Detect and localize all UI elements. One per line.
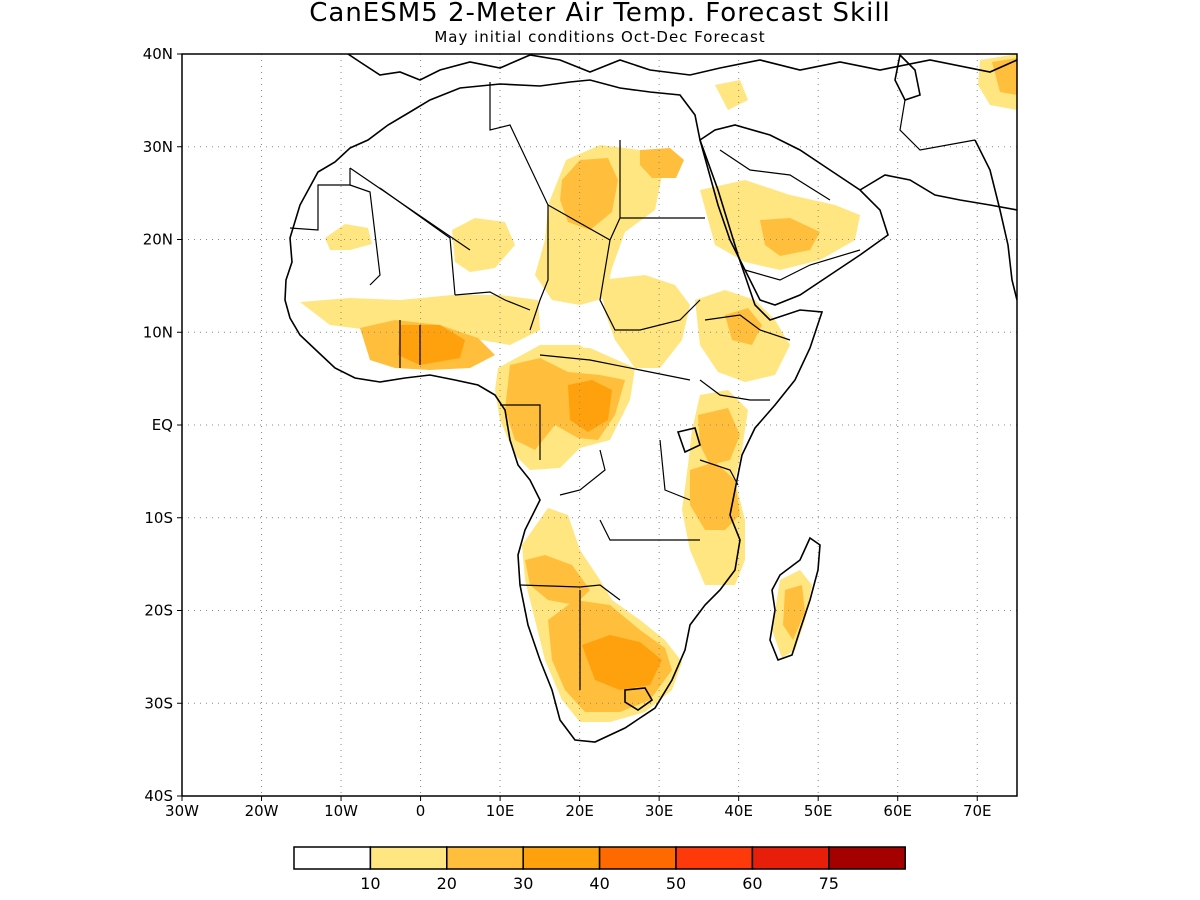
lon-tick-label: 60E: [883, 802, 912, 820]
coastlines: [284, 54, 1017, 743]
colorbar-swatch: [751, 846, 830, 870]
arabia-coastline: [699, 124, 889, 306]
europe-coastline: [346, 54, 1017, 81]
colorbar-swatch: [675, 846, 754, 870]
skill-region-tanzania: [690, 462, 740, 530]
colorbar-label: 10: [360, 874, 380, 893]
colorbar-label: 40: [589, 874, 609, 893]
skill-region-madagascar-core: [783, 585, 805, 640]
chart-title: CanESM5 2-Meter Air Temp. Forecast Skill: [309, 0, 891, 28]
skill-region-arabia-core: [760, 218, 820, 256]
lon-tick-label: 30W: [165, 802, 199, 820]
africa-coastline: [284, 79, 824, 743]
skill-region-sahara-core: [560, 158, 618, 230]
lat-tick-label: 40S: [144, 787, 173, 805]
lat-tick-label: 10S: [144, 509, 173, 527]
colorbar: 10 20 30 40 50 60 75: [293, 846, 906, 893]
axes: 30W 20W 10W 0 10E 20E 30E 40E 50E 60E 70E 40N 30N 20N…: [143, 45, 992, 820]
colorbar-label: 20: [437, 874, 457, 893]
lesotho: [624, 687, 654, 711]
skill-region-east-core: [698, 408, 740, 465]
skill-region-nigeria: [398, 325, 465, 365]
colorbar-swatch: [522, 846, 601, 870]
skill-region-egypt: [640, 148, 684, 178]
lat-tick-label: 20N: [143, 231, 173, 249]
skill-region-south-africa-core: [582, 635, 662, 690]
lon-tick-label: 10E: [486, 802, 515, 820]
colorbar-label: 75: [819, 874, 839, 893]
lon-tick-label: 10W: [324, 802, 358, 820]
lat-tick-label: 30S: [144, 694, 173, 712]
lat-tick-label: 10N: [143, 323, 173, 341]
lon-tick-label: 50E: [804, 802, 833, 820]
colorbar-swatch: [446, 846, 524, 870]
lon-tick-label: 20W: [245, 802, 279, 820]
chart-subtitle: May initial conditions Oct-Dec Forecast: [434, 28, 766, 46]
colorbar-swatch: [828, 846, 906, 870]
colorbar-swatch: [598, 846, 677, 870]
lat-tick-label: EQ: [152, 416, 173, 434]
skill-region-sahel-band: [300, 295, 540, 345]
lake-victoria: [676, 427, 701, 454]
skill-region-namibia-core: [525, 555, 590, 605]
persian-gulf-coast: [859, 174, 1017, 211]
colorbar-label: 30: [513, 874, 533, 893]
country-borders: [289, 82, 976, 690]
lon-tick-label: 0: [416, 802, 426, 820]
skill-region-congo-core: [568, 380, 612, 432]
caspian-coastline: [894, 54, 921, 101]
lat-tick-label: 40N: [143, 45, 173, 63]
skill-region-iran-core: [992, 58, 1017, 95]
lon-tick-label: 20E: [565, 802, 594, 820]
skill-region-levant: [715, 80, 748, 110]
madagascar-coastline: [769, 536, 821, 662]
colorbar-swatch: [293, 846, 372, 870]
lon-tick-label: 40E: [724, 802, 753, 820]
skill-region-ethiopia-core: [725, 308, 762, 345]
skill-region-sudan: [600, 275, 690, 368]
india-coastline: [974, 139, 1017, 301]
colorbar-swatch: [369, 846, 448, 870]
lat-tick-label: 20S: [144, 602, 173, 620]
lat-tick-label: 30N: [143, 138, 173, 156]
skill-region-niger-mali: [452, 218, 515, 272]
colorbar-label: 50: [666, 874, 686, 893]
lon-tick-label: 70E: [963, 802, 992, 820]
lon-tick-label: 30E: [645, 802, 674, 820]
skill-shading: [300, 54, 1017, 722]
colorbar-label: 60: [742, 874, 762, 893]
skill-region-mauritania: [325, 224, 372, 250]
